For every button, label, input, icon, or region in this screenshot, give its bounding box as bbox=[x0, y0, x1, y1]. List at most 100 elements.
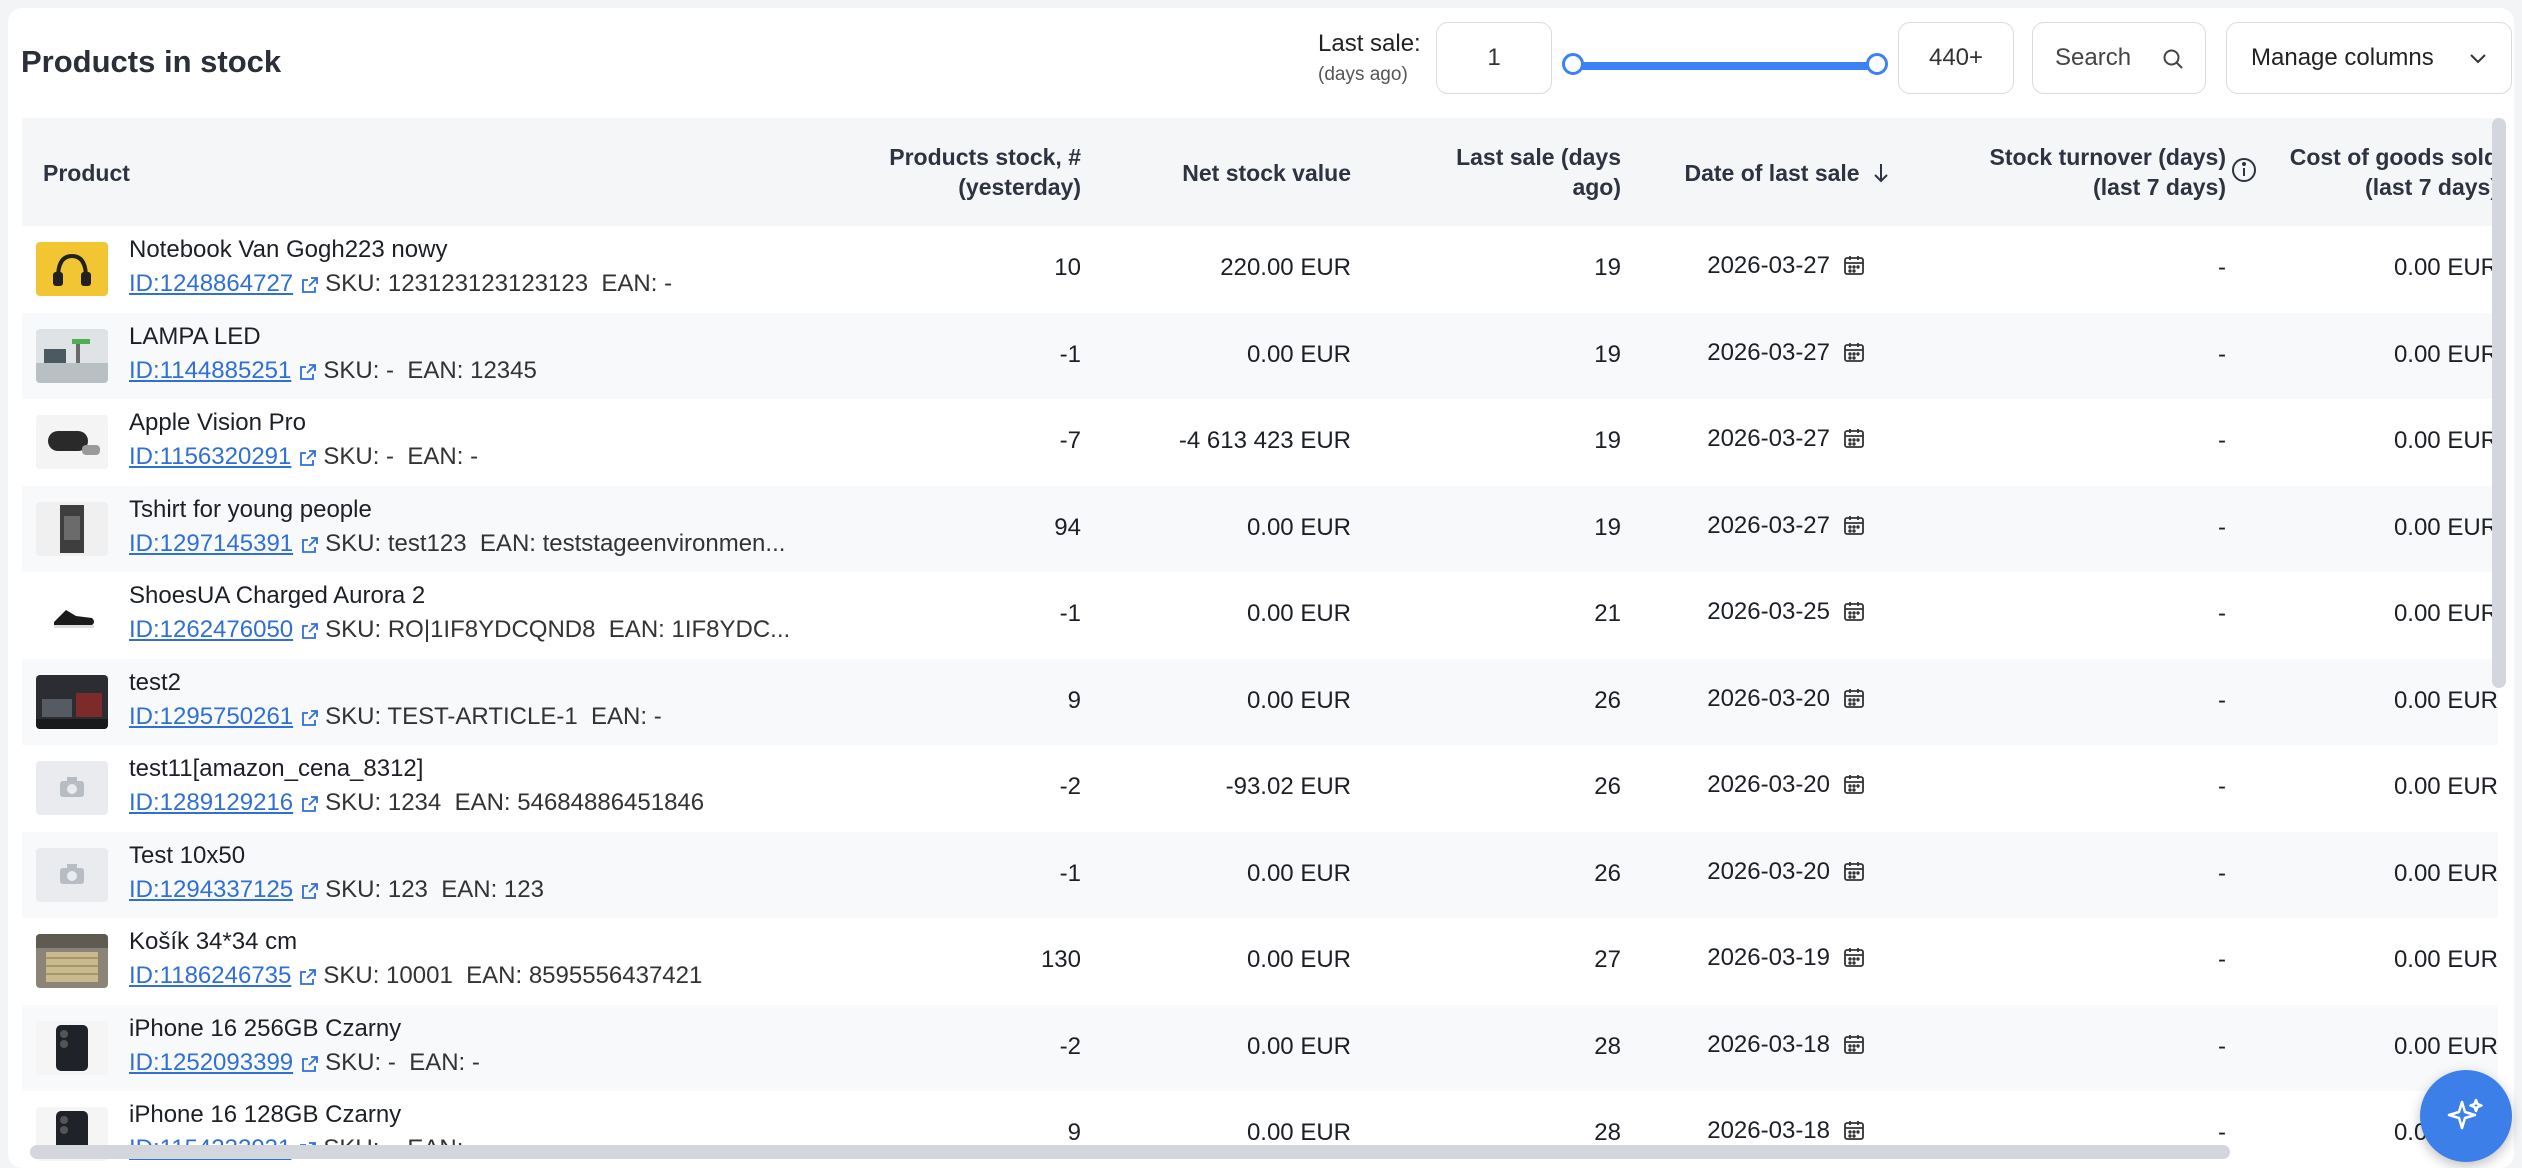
col-net-stock-value[interactable]: Net stock value bbox=[1182, 160, 1351, 186]
product-id-link[interactable]: ID:1289129216 bbox=[129, 789, 294, 816]
horizontal-scrollbar[interactable] bbox=[30, 1145, 2230, 1159]
products-stock-value: -2 bbox=[1059, 1032, 1081, 1060]
external-link-icon[interactable] bbox=[301, 276, 319, 294]
external-link-icon[interactable] bbox=[301, 536, 319, 554]
col-product[interactable]: Product bbox=[43, 160, 130, 186]
col-cogs-line2: (last 7 days) bbox=[2365, 174, 2498, 200]
col-last-sale-days[interactable]: Last sale (days ago) bbox=[1456, 142, 1621, 202]
manage-columns-dropdown[interactable]: Manage columns bbox=[2226, 22, 2512, 94]
date-of-last-sale-value: 2026-03-25 bbox=[1707, 598, 1866, 626]
slider-max-handle[interactable] bbox=[1866, 53, 1888, 75]
product-id-link[interactable]: ID:1248864727 bbox=[129, 270, 294, 297]
date-text: 2026-03-20 bbox=[1707, 857, 1830, 885]
table-row[interactable]: test11[amazon_cena_8312] ID:1289129216 SKU… bbox=[22, 745, 2498, 832]
last-sale-days-value: 26 bbox=[1594, 773, 1621, 800]
col-last-sale-line2: ago) bbox=[1572, 174, 1621, 200]
products-stock-value: 94 bbox=[1054, 513, 1081, 541]
product-name: test2 bbox=[129, 668, 182, 696]
product-ean: EAN: 12345 bbox=[407, 356, 537, 384]
products-stock-value: -1 bbox=[1059, 600, 1081, 627]
last-sale-days-value: 21 bbox=[1594, 600, 1621, 627]
cost-of-goods-sold-value: 0.00 EUR bbox=[2393, 254, 2498, 281]
slider-min-handle[interactable] bbox=[1562, 53, 1584, 75]
last-sale-days-value: 19 bbox=[1594, 513, 1621, 541]
ai-assistant-button[interactable] bbox=[2420, 1070, 2512, 1162]
search-button[interactable]: Search bbox=[2032, 22, 2206, 94]
calendar-icon bbox=[1844, 775, 1864, 794]
col-turnover-line1: Stock turnover (days) bbox=[1989, 144, 2226, 170]
info-icon[interactable] bbox=[2230, 156, 2258, 184]
product-id-link[interactable]: ID:1294337125 bbox=[129, 875, 294, 903]
product-id-link[interactable]: ID:1297145391 bbox=[129, 529, 294, 557]
net-stock-value: -93.02 EUR bbox=[1225, 773, 1351, 800]
calendar-icon bbox=[1844, 256, 1864, 275]
table-row[interactable]: Apple Vision Pro ID:1156320291 SKU: - EAN:… bbox=[22, 399, 2498, 486]
product-name: Test 10x50 bbox=[129, 841, 246, 869]
last-sale-days-value: 26 bbox=[1594, 686, 1621, 714]
last-sale-min-input[interactable]: 1 bbox=[1436, 22, 1552, 94]
product-ean: EAN: - bbox=[409, 1048, 480, 1076]
date-of-last-sale-value: 2026-03-27 bbox=[1707, 339, 1866, 367]
col-products-stock[interactable]: Products stock, # (yesterday) bbox=[889, 142, 1081, 202]
col-cogs-line1: Cost of goods sold bbox=[2289, 144, 2498, 170]
col-products-stock-line1: Products stock, # bbox=[889, 144, 1081, 170]
product-id-link[interactable]: ID:1144885251 bbox=[129, 356, 292, 384]
date-of-last-sale-value: 2026-03-20 bbox=[1707, 858, 1866, 886]
search-icon bbox=[2163, 49, 2183, 69]
vertical-scrollbar[interactable] bbox=[2492, 118, 2506, 688]
col-stock-turnover[interactable]: Stock turnover (days) (last 7 days) bbox=[1990, 142, 2226, 202]
last-sale-max-input[interactable]: 440+ bbox=[1898, 22, 2014, 94]
col-products-stock-line2: (yesterday) bbox=[958, 174, 1081, 200]
calendar-icon bbox=[1844, 861, 1864, 881]
chevron-down-icon bbox=[2470, 54, 2486, 64]
last-sale-days-value: 28 bbox=[1594, 1032, 1621, 1060]
product-id-link[interactable]: ID:1156320291 bbox=[129, 443, 292, 470]
date-of-last-sale-value: 2026-03-27 bbox=[1707, 512, 1866, 540]
products-stock-value: 9 bbox=[1067, 1119, 1081, 1146]
products-stock-value: -7 bbox=[1059, 427, 1081, 454]
calendar-icon bbox=[1844, 688, 1864, 708]
table-row[interactable]: test2 ID:1295750261 SKU: TEST-ARTICLE-1 EA… bbox=[22, 658, 2498, 745]
table-row[interactable]: Notebook Van Gogh223 nowy ID:1248864727 SK… bbox=[22, 226, 2498, 313]
external-link-icon[interactable] bbox=[299, 363, 317, 381]
external-link-icon[interactable] bbox=[299, 968, 317, 986]
product-name: Notebook Van Gogh223 nowy bbox=[129, 236, 448, 263]
external-link-icon[interactable] bbox=[301, 795, 319, 813]
product-id-link[interactable]: ID:1252093399 bbox=[129, 1048, 294, 1076]
date-text: 2026-03-25 bbox=[1707, 598, 1830, 625]
external-link-icon[interactable] bbox=[301, 622, 319, 640]
table-row[interactable]: iPhone 16 256GB Czarny ID:1252093399 SKU: … bbox=[22, 1004, 2498, 1091]
external-link-icon[interactable] bbox=[299, 449, 317, 467]
col-date-of-last-sale[interactable]: Date of last sale bbox=[1684, 158, 1890, 188]
table-row[interactable]: LAMPA LED ID:1144885251 SKU: - EAN: 12345 -… bbox=[22, 312, 2498, 399]
product-id-link[interactable]: ID:1262476050 bbox=[129, 616, 294, 643]
external-link-icon[interactable] bbox=[301, 709, 319, 727]
table-row[interactable]: Test 10x50 ID:1294337125 SKU: 123 EAN: 123… bbox=[22, 831, 2498, 918]
stock-turnover-value: - bbox=[2218, 773, 2226, 800]
calendar-icon bbox=[1844, 515, 1864, 535]
product-id-link[interactable]: ID:1186246735 bbox=[129, 962, 292, 989]
external-link-icon[interactable] bbox=[301, 1055, 319, 1073]
cost-of-goods-sold-value: 0.00 EUR bbox=[2393, 427, 2498, 454]
col-date-label: Date of last sale bbox=[1684, 160, 1860, 186]
net-stock-value: 0.00 EUR bbox=[1246, 686, 1351, 714]
date-text: 2026-03-19 bbox=[1707, 944, 1830, 971]
table-row[interactable]: ShoesUA Charged Aurora 2 ID:1262476050 SKU… bbox=[22, 572, 2498, 659]
table-row[interactable]: Košík 34*34 cm ID:1186246735 SKU: 10001 EA… bbox=[22, 918, 2498, 1005]
external-link-icon[interactable] bbox=[301, 882, 319, 900]
col-cost-of-goods-sold[interactable]: Cost of goods sold (last 7 days) bbox=[2290, 142, 2498, 202]
product-meta: ID:1252093399 SKU: - EAN: - bbox=[129, 1049, 480, 1077]
stock-turnover-value: - bbox=[2218, 859, 2226, 887]
col-last-sale-line1: Last sale (days bbox=[1456, 144, 1621, 170]
product-meta: ID:1262476050 SKU: RO|1IF8YDCQND8 EAN: 1I… bbox=[129, 616, 790, 644]
product-thumbnail bbox=[36, 501, 108, 556]
last-sale-range-slider[interactable] bbox=[1573, 62, 1886, 70]
last-sale-days-value: 27 bbox=[1594, 946, 1621, 973]
product-name: Apple Vision Pro bbox=[129, 409, 306, 436]
product-meta: ID:1295750261 SKU: TEST-ARTICLE-1 EAN: - bbox=[129, 703, 662, 731]
product-id-link[interactable]: ID:1295750261 bbox=[129, 702, 294, 730]
table-row[interactable]: Tshirt for young people ID:1297145391 SKU:… bbox=[22, 485, 2498, 572]
product-ean: EAN: teststageenvironmen... bbox=[479, 529, 786, 557]
date-text: 2026-03-18 bbox=[1707, 1030, 1830, 1058]
products-stock-value: -1 bbox=[1059, 859, 1081, 887]
